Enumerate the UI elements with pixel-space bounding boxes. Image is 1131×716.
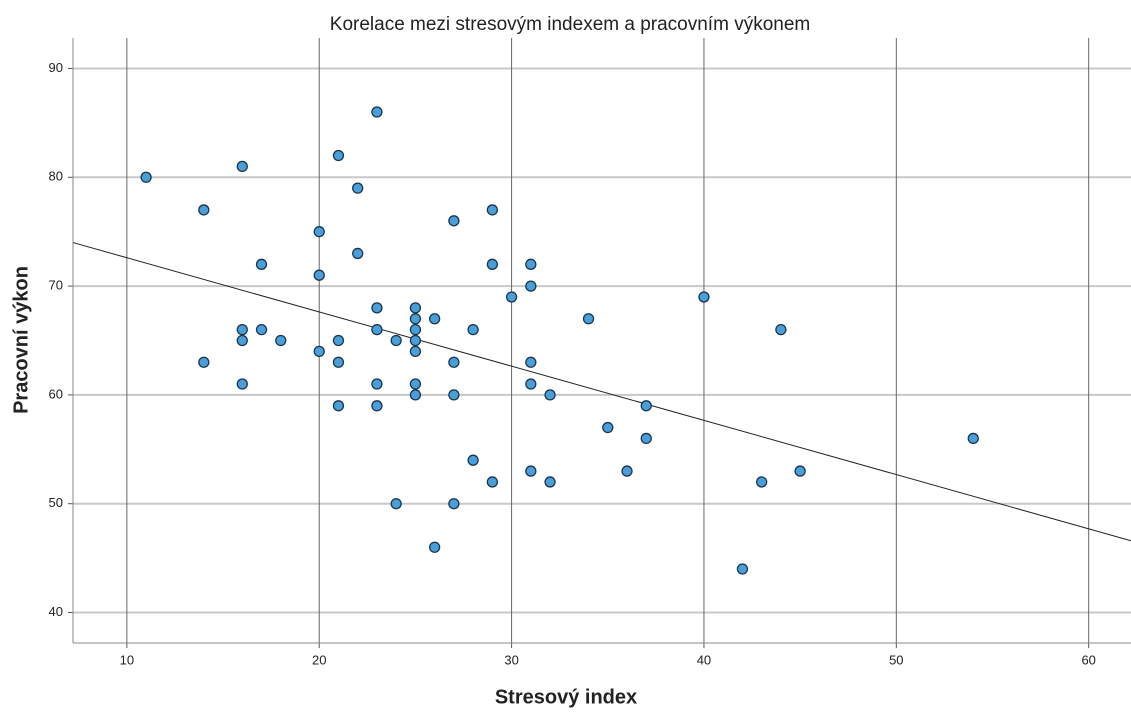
x-tick-label: 60 bbox=[1081, 652, 1095, 667]
point bbox=[525, 280, 537, 292]
point bbox=[775, 323, 787, 336]
y-tick-label: 50 bbox=[49, 495, 63, 510]
point bbox=[352, 247, 364, 260]
point bbox=[428, 541, 441, 553]
point bbox=[313, 226, 325, 238]
point bbox=[409, 323, 422, 336]
y-tick-label: 80 bbox=[49, 169, 63, 184]
point bbox=[255, 258, 268, 270]
point bbox=[236, 334, 248, 347]
point bbox=[313, 345, 325, 358]
point bbox=[756, 476, 768, 488]
point bbox=[448, 215, 460, 227]
point bbox=[409, 302, 422, 314]
point bbox=[467, 454, 479, 466]
point bbox=[544, 476, 556, 488]
point bbox=[409, 345, 422, 358]
point bbox=[352, 182, 364, 194]
point bbox=[525, 258, 537, 270]
point bbox=[371, 302, 383, 314]
point bbox=[525, 465, 537, 477]
y-tick-label: 90 bbox=[49, 60, 63, 75]
point bbox=[409, 389, 422, 401]
point bbox=[371, 106, 383, 118]
point bbox=[236, 378, 248, 390]
point bbox=[486, 476, 499, 488]
point bbox=[448, 389, 460, 401]
x-tick-label: 10 bbox=[120, 652, 134, 667]
point bbox=[736, 563, 749, 575]
point bbox=[332, 400, 345, 412]
point bbox=[390, 498, 402, 510]
point bbox=[486, 258, 499, 270]
x-axis-label: Stresový index bbox=[495, 686, 637, 708]
y-tick-label: 70 bbox=[49, 278, 63, 293]
point bbox=[198, 356, 210, 368]
point bbox=[640, 432, 652, 445]
point bbox=[275, 334, 287, 347]
point bbox=[236, 160, 248, 173]
x-tick-label: 50 bbox=[889, 652, 903, 667]
point bbox=[371, 378, 383, 390]
point bbox=[698, 291, 710, 303]
point bbox=[198, 204, 210, 216]
point bbox=[409, 334, 422, 347]
x-tick-label: 20 bbox=[312, 652, 326, 667]
point bbox=[409, 378, 422, 390]
fit-line bbox=[72, 242, 1131, 542]
point bbox=[390, 334, 402, 347]
point bbox=[371, 400, 383, 412]
y-axis-label: Pracovní výkon bbox=[10, 266, 32, 414]
point bbox=[448, 356, 460, 368]
x-tick-label: 30 bbox=[504, 652, 518, 667]
point bbox=[525, 378, 537, 390]
point bbox=[236, 323, 248, 336]
point bbox=[313, 269, 325, 281]
point bbox=[255, 323, 268, 336]
point bbox=[371, 323, 383, 336]
point bbox=[448, 498, 460, 510]
chart-title: Korelace mezi stresovým indexem a pracov… bbox=[330, 14, 810, 35]
point bbox=[332, 334, 345, 347]
point bbox=[967, 432, 979, 445]
point bbox=[794, 465, 806, 477]
point bbox=[505, 291, 518, 303]
point bbox=[544, 389, 556, 401]
point bbox=[486, 204, 499, 216]
point bbox=[621, 465, 633, 477]
x-tick-label: 40 bbox=[697, 652, 711, 667]
y-tick-label: 60 bbox=[49, 386, 63, 401]
point bbox=[140, 171, 152, 183]
point bbox=[332, 149, 345, 162]
point bbox=[640, 400, 652, 412]
point bbox=[525, 356, 537, 368]
point bbox=[332, 356, 345, 368]
point bbox=[602, 421, 614, 434]
point bbox=[582, 313, 595, 325]
point bbox=[428, 313, 441, 325]
y-tick-label: 40 bbox=[49, 604, 63, 619]
point bbox=[409, 313, 422, 325]
point bbox=[467, 323, 479, 336]
